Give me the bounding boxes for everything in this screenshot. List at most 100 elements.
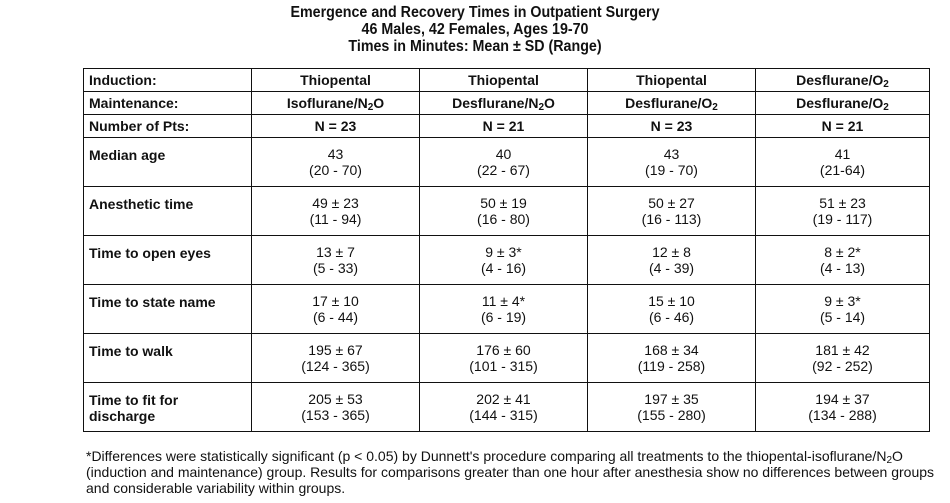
table-cell: 12 ± 8 (4 - 39) bbox=[587, 235, 756, 285]
mean-sd-value: 49 ± 23 bbox=[312, 195, 359, 211]
patient-count-cell: N = 23 bbox=[587, 114, 756, 138]
table-row: Time to state name 17 ± 10 (6 - 44) 11 ± 4*… bbox=[83, 284, 930, 334]
mean-sd-value: 181 ± 42 bbox=[815, 342, 870, 358]
row-label: Anesthetic time bbox=[83, 186, 252, 236]
range-value: (5 - 33) bbox=[312, 260, 359, 276]
mean-sd-value: 12 ± 8 bbox=[652, 244, 691, 260]
maintenance-row: Maintenance: Isoflurane/N2O Desflurane/N… bbox=[83, 91, 930, 115]
page-header: Emergence and Recovery Times in Outpatie… bbox=[38, 4, 912, 55]
table-row: Time to open eyes 13 ± 7 (5 - 33) 9 ± 3* (4 … bbox=[83, 235, 930, 285]
induction-cell: Thiopental bbox=[419, 68, 588, 92]
range-value: (155 - 280) bbox=[637, 407, 706, 423]
range-value: (16 - 113) bbox=[641, 211, 702, 227]
table-cell: 49 ± 23 (11 - 94) bbox=[251, 186, 420, 236]
mean-sd-value: 9 ± 3* bbox=[824, 293, 861, 309]
table-cell: 176 ± 60 (101 - 315) bbox=[419, 333, 588, 383]
maintenance-cell: Desflurane/N2O bbox=[419, 91, 588, 115]
patient-count-cell: N = 21 bbox=[419, 114, 588, 138]
table-cell: 197 ± 35 (155 - 280) bbox=[587, 382, 756, 432]
table-cell: 50 ± 27 (16 - 113) bbox=[587, 186, 756, 236]
table-cell: 8 ± 2* (4 - 13) bbox=[755, 235, 930, 285]
table-cell: 202 ± 41 (144 - 315) bbox=[419, 382, 588, 432]
maintenance-cell: Desflurane/O2 bbox=[755, 91, 930, 115]
table-cell: 168 ± 34 (119 - 258) bbox=[587, 333, 756, 383]
mean-sd-value: 51 ± 23 bbox=[819, 195, 866, 211]
table-row: Time to fit for discharge 205 ± 53 (153 - … bbox=[83, 382, 930, 432]
row-label: Median age bbox=[83, 137, 252, 187]
mean-sd-value: 9 ± 3* bbox=[485, 244, 522, 260]
induction-row: Induction: Thiopental Thiopental Thiopen… bbox=[83, 68, 930, 92]
table-cell: 9 ± 3* (5 - 14) bbox=[755, 284, 930, 334]
range-value: (16 - 80) bbox=[477, 211, 530, 227]
table-row: Median age 43 (20 - 70) 40 (22 - 67) 43 (19 - … bbox=[83, 137, 930, 187]
table-cell: 9 ± 3* (4 - 16) bbox=[419, 235, 588, 285]
maintenance-cell: Isoflurane/N2O bbox=[251, 91, 420, 115]
row-label: Number of Pts: bbox=[83, 114, 252, 138]
table-cell: 205 ± 53 (153 - 365) bbox=[251, 382, 420, 432]
number-of-patients-row: Number of Pts: N = 23 N = 21 N = 23 N = … bbox=[83, 114, 930, 138]
table-body: Induction: Thiopental Thiopental Thiopen… bbox=[83, 68, 930, 432]
table-row: Time to walk 195 ± 67 (124 - 365) 176 ± 60(… bbox=[83, 333, 930, 383]
range-value: (21-64) bbox=[819, 162, 866, 178]
row-label: Time to state name bbox=[83, 284, 252, 334]
page-title: Emergence and Recovery Times in Outpatie… bbox=[290, 4, 660, 21]
mean-sd-value: 43 bbox=[327, 146, 344, 162]
induction-cell: Desflurane/O2 bbox=[755, 68, 930, 92]
range-value: (5 - 14) bbox=[819, 309, 866, 325]
mean-sd-value: 13 ± 7 bbox=[316, 244, 355, 260]
table-cell: 181 ± 42 (92 - 252) bbox=[755, 333, 930, 383]
table-cell: 51 ± 23 (19 - 117) bbox=[755, 186, 930, 236]
mean-sd-value: 41 bbox=[834, 146, 851, 162]
range-value: (4 - 39) bbox=[648, 260, 695, 276]
table-cell: 41 (21-64) bbox=[755, 137, 930, 187]
induction-cell: Thiopental bbox=[587, 68, 756, 92]
range-value: (22 - 67) bbox=[477, 162, 530, 178]
range-value: (4 - 16) bbox=[480, 260, 527, 276]
patient-count-cell: N = 21 bbox=[755, 114, 930, 138]
mean-sd-value: 40 bbox=[495, 146, 512, 162]
table-cell: 13 ± 7 (5 - 33) bbox=[251, 235, 420, 285]
row-label: Time to open eyes bbox=[83, 235, 252, 285]
mean-sd-value: 15 ± 10 bbox=[648, 293, 695, 309]
range-value: (153 - 365) bbox=[301, 407, 370, 423]
range-value: (20 - 70) bbox=[309, 162, 362, 178]
mean-sd-value: 50 ± 19 bbox=[480, 195, 527, 211]
mean-sd-value: 8 ± 2* bbox=[824, 244, 861, 260]
maintenance-cell: Desflurane/O2 bbox=[587, 91, 756, 115]
mean-sd-value: 43 bbox=[663, 146, 680, 162]
footnote: *Differences were statistically signific… bbox=[86, 448, 935, 496]
table-cell: 40 (22 - 67) bbox=[419, 137, 588, 187]
range-value: (6 - 19) bbox=[480, 309, 527, 325]
range-value: (19 - 117) bbox=[812, 211, 873, 227]
range-value: (6 - 44) bbox=[312, 309, 359, 325]
row-label: Time to fit for discharge bbox=[83, 382, 252, 432]
range-value: (19 - 70) bbox=[645, 162, 698, 178]
row-label: Induction: bbox=[83, 68, 252, 92]
mean-sd-value: 168 ± 34 bbox=[644, 342, 699, 358]
table-cell: 15 ± 10 (6 - 46) bbox=[587, 284, 756, 334]
induction-cell: Thiopental bbox=[251, 68, 420, 92]
range-value: (4 - 13) bbox=[819, 260, 866, 276]
table-cell: 194 ± 37 (134 - 288) bbox=[755, 382, 930, 432]
table-cell: 50 ± 19 (16 - 80) bbox=[419, 186, 588, 236]
table-cell: 43 (20 - 70) bbox=[251, 137, 420, 187]
mean-sd-value: 202 ± 41 bbox=[476, 391, 531, 407]
range-value: (134 - 288) bbox=[808, 407, 877, 423]
row-label: Time to walk bbox=[83, 333, 252, 383]
range-value: (92 - 252) bbox=[812, 358, 873, 374]
range-value: (124 - 365) bbox=[301, 358, 370, 374]
table-cell: 195 ± 67 (124 - 365) bbox=[251, 333, 420, 383]
range-value: (6 - 46) bbox=[648, 309, 695, 325]
mean-sd-value: 176 ± 60 bbox=[476, 342, 531, 358]
range-value: (101 - 315) bbox=[469, 358, 538, 374]
table-cell: 43 (19 - 70) bbox=[587, 137, 756, 187]
mean-sd-value: 50 ± 27 bbox=[648, 195, 695, 211]
mean-sd-value: 17 ± 10 bbox=[312, 293, 359, 309]
mean-sd-value: 205 ± 53 bbox=[308, 391, 363, 407]
mean-sd-value: 197 ± 35 bbox=[644, 391, 699, 407]
range-value: (11 - 94) bbox=[309, 211, 362, 227]
range-value: (144 - 315) bbox=[469, 407, 538, 423]
row-label: Maintenance: bbox=[83, 91, 252, 115]
page-subtitle: 46 Males, 42 Females, Ages 19-70 bbox=[361, 21, 589, 38]
patient-count-cell: N = 23 bbox=[251, 114, 420, 138]
